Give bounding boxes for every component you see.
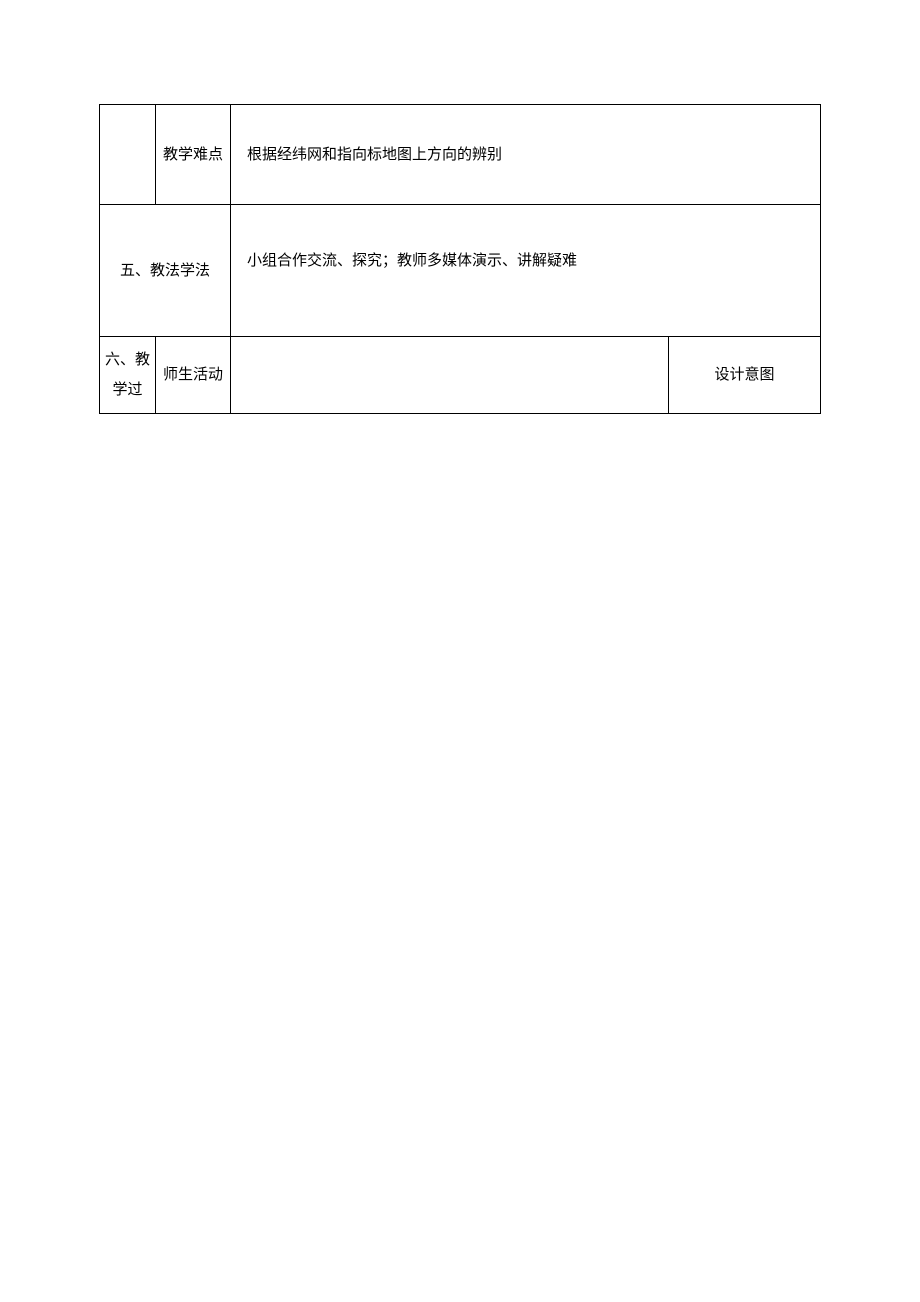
difficulty-content-cell: 根据经纬网和指向标地图上方向的辨别 [231,105,821,205]
process-label-cell: 六、教学过 [100,337,156,414]
method-content: 小组合作交流、探究；教师多媒体演示、讲解疑难 [247,253,577,269]
method-label: 五、教法学法 [120,263,210,279]
intent-label: 设计意图 [714,367,774,383]
empty-cell [100,105,156,205]
method-content-cell: 小组合作交流、探究；教师多媒体演示、讲解疑难 [231,205,821,337]
difficulty-content: 根据经纬网和指向标地图上方向的辨别 [247,147,502,163]
method-label-cell: 五、教法学法 [100,205,231,337]
activity-label: 师生活动 [163,367,223,383]
table-row-method: 五、教法学法 小组合作交流、探究；教师多媒体演示、讲解疑难 [100,205,821,337]
table-row-process: 六、教学过 师生活动 设计意图 [100,337,821,414]
lesson-plan-table: 教学难点 根据经纬网和指向标地图上方向的辨别 五、教法学法 小组合作交流、探究；… [99,104,821,414]
activity-content-cell [231,337,669,414]
process-label: 六、教学过 [105,352,150,398]
intent-label-cell: 设计意图 [669,337,821,414]
table-row-difficulty: 教学难点 根据经纬网和指向标地图上方向的辨别 [100,105,821,205]
activity-label-cell: 师生活动 [156,337,231,414]
difficulty-label: 教学难点 [163,147,223,163]
difficulty-label-cell: 教学难点 [156,105,231,205]
